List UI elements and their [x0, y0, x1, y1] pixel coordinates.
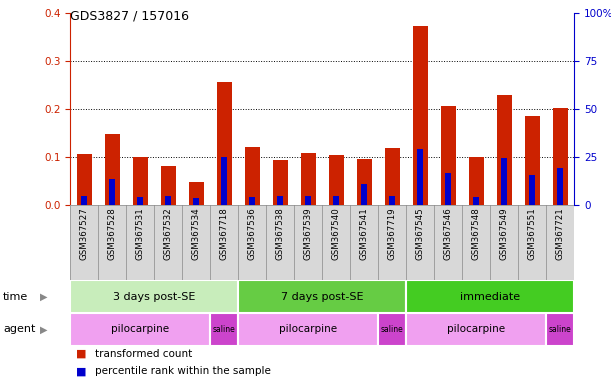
Bar	[104, 134, 120, 205]
Bar	[497, 95, 512, 205]
Text: saline: saline	[381, 325, 404, 334]
Bar	[189, 182, 204, 205]
Text: GSM367541: GSM367541	[360, 208, 369, 260]
Bar	[557, 168, 563, 205]
Text: GSM367548: GSM367548	[472, 208, 481, 260]
Bar	[277, 196, 284, 205]
Bar	[238, 313, 378, 346]
Text: GSM367536: GSM367536	[248, 208, 257, 260]
Bar	[334, 196, 339, 205]
Text: GSM367532: GSM367532	[164, 208, 173, 260]
Text: pilocarpine: pilocarpine	[447, 324, 505, 334]
Text: ■: ■	[76, 349, 87, 359]
Bar	[417, 149, 423, 205]
Bar	[216, 82, 232, 205]
Text: GSM367721: GSM367721	[556, 208, 565, 260]
Text: 7 days post-SE: 7 days post-SE	[281, 291, 364, 302]
Text: pilocarpine: pilocarpine	[279, 324, 337, 334]
Text: GSM367719: GSM367719	[388, 208, 397, 260]
Bar	[469, 157, 484, 205]
Text: ▶: ▶	[40, 324, 47, 334]
Text: GSM367551: GSM367551	[528, 208, 537, 260]
Bar	[552, 108, 568, 205]
Bar	[441, 106, 456, 205]
Bar	[210, 313, 238, 346]
Text: GSM367549: GSM367549	[500, 208, 509, 260]
Bar	[445, 173, 452, 205]
Bar	[244, 147, 260, 205]
Text: ■: ■	[76, 366, 87, 376]
Bar	[109, 179, 115, 205]
Bar	[329, 155, 344, 205]
Bar	[137, 197, 143, 205]
Bar	[133, 157, 148, 205]
Text: GSM367539: GSM367539	[304, 208, 313, 260]
Bar	[389, 196, 395, 205]
Bar	[546, 313, 574, 346]
Bar	[361, 184, 367, 205]
Bar	[221, 157, 227, 205]
Bar	[378, 313, 406, 346]
Text: GSM367527: GSM367527	[80, 208, 89, 260]
Bar	[76, 154, 92, 205]
Text: GSM367545: GSM367545	[416, 208, 425, 260]
Text: immediate: immediate	[460, 291, 521, 302]
Bar	[70, 280, 238, 313]
Text: GSM367528: GSM367528	[108, 208, 117, 260]
Bar	[525, 116, 540, 205]
Text: GDS3827 / 157016: GDS3827 / 157016	[70, 10, 189, 23]
Bar	[406, 280, 574, 313]
Text: pilocarpine: pilocarpine	[111, 324, 169, 334]
Text: time: time	[3, 291, 28, 302]
Bar	[161, 166, 176, 205]
Bar	[238, 280, 406, 313]
Bar	[193, 198, 199, 205]
Text: GSM367534: GSM367534	[192, 208, 201, 260]
Bar	[357, 159, 372, 205]
Text: GSM367531: GSM367531	[136, 208, 145, 260]
Text: ▶: ▶	[40, 291, 47, 302]
Bar	[412, 26, 428, 205]
Bar	[529, 175, 535, 205]
Bar	[406, 313, 546, 346]
Text: transformed count: transformed count	[95, 349, 192, 359]
Bar	[474, 197, 479, 205]
Text: agent: agent	[3, 324, 35, 334]
Text: GSM367546: GSM367546	[444, 208, 453, 260]
Bar	[502, 158, 507, 205]
Bar	[384, 148, 400, 205]
Text: GSM367540: GSM367540	[332, 208, 341, 260]
Bar	[249, 197, 255, 205]
Bar	[273, 160, 288, 205]
Bar	[301, 153, 316, 205]
Text: saline: saline	[213, 325, 236, 334]
Bar	[81, 196, 87, 205]
Text: saline: saline	[549, 325, 572, 334]
Bar	[166, 196, 171, 205]
Bar	[306, 196, 311, 205]
Text: 3 days post-SE: 3 days post-SE	[113, 291, 196, 302]
Text: GSM367538: GSM367538	[276, 208, 285, 260]
Text: percentile rank within the sample: percentile rank within the sample	[95, 366, 271, 376]
Bar	[70, 313, 210, 346]
Text: GSM367718: GSM367718	[220, 208, 229, 260]
